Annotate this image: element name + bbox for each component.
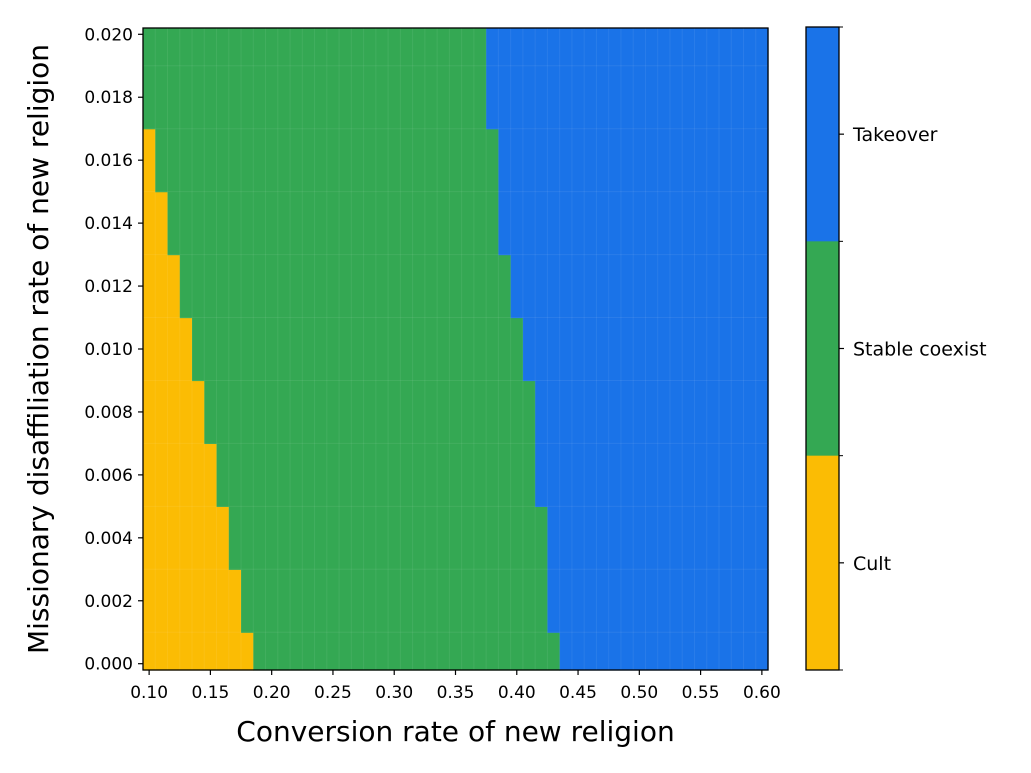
heatmap-cell-cult-row-1 (143, 569, 242, 633)
heatmap-cell-takeover-row-2 (547, 506, 769, 570)
heatmap-cell-takeover-row-1 (547, 569, 769, 633)
y-tick-label-3: 0.006 (84, 466, 133, 486)
heatmap-cell-cult-row-5 (143, 317, 193, 382)
heatmap-cell-cult-row-2 (143, 506, 230, 570)
heatmap-cell-grid (143, 28, 768, 670)
x-tick-label-7: 0.45 (559, 683, 597, 703)
y-tick-label-7: 0.014 (84, 214, 133, 234)
heatmap-cell-cult-row-8 (143, 128, 156, 193)
colorbar-frame (805, 26, 840, 671)
heatmap-cell-takeover-row-6 (510, 254, 769, 319)
heatmap-cell-cult-row-7 (143, 191, 169, 256)
y-axis-label: Missionary disaffiliation rate of new re… (22, 44, 55, 654)
x-tick-label-2: 0.20 (253, 683, 291, 703)
heatmap-cell-takeover-row-5 (522, 317, 769, 382)
heatmap-cell-stable-coexist-row-2 (228, 506, 549, 570)
heatmap-cell-cult-row-3 (143, 443, 218, 507)
colorbar: Takeover Stable coexist Cult (805, 26, 987, 671)
heatmap-cell-stable-coexist-row-8 (155, 128, 499, 193)
heatmap-cell-stable-coexist-row-7 (167, 191, 499, 256)
heatmap-cell-stable-coexist-row-3 (216, 443, 536, 507)
y-tick-label-2: 0.004 (84, 529, 133, 549)
x-tick-label-8: 0.50 (620, 683, 658, 703)
heatmap-cell-stable-coexist-row-9 (143, 65, 487, 130)
x-axis-ticks: 0.10 0.15 0.20 0.25 0.30 0.35 0.40 0.45 0.50 0.55… (130, 670, 781, 703)
heatmap-cell-stable-coexist-row-1 (241, 569, 549, 633)
colorbar-label-takeover: Takeover (852, 124, 938, 146)
y-tick-label-8: 0.016 (84, 151, 133, 171)
heatmap-cell-takeover-row-7 (498, 191, 769, 256)
heatmap-cell-takeover-row-3 (535, 443, 769, 507)
heatmap-cell-takeover-row-9 (486, 65, 769, 130)
heatmap-cell-takeover-row-8 (498, 128, 769, 193)
y-tick-label-0: 0.000 (84, 655, 133, 675)
x-tick-label-4: 0.30 (375, 683, 413, 703)
heatmap-cell-stable-coexist-row-6 (179, 254, 512, 319)
heatmap-cell-stable-coexist-row-5 (192, 317, 524, 382)
heatmap-cell-cult-row-0 (143, 632, 254, 671)
y-axis-ticks: 0.000 0.002 0.004 0.006 0.008 0.010 0.012 0.014… (84, 25, 143, 675)
x-tick-label-0: 0.10 (130, 683, 168, 703)
x-tick-label-3: 0.25 (314, 683, 352, 703)
y-tick-label-10: 0.020 (84, 25, 133, 45)
y-tick-label-4: 0.008 (84, 403, 133, 423)
heatmap-cell-takeover-row-4 (535, 380, 769, 445)
y-tick-label-5: 0.010 (84, 340, 133, 360)
heatmap-cell-stable-coexist-row-10 (143, 28, 487, 67)
y-tick-label-9: 0.018 (84, 88, 133, 108)
heatmap-cell-takeover-row-10 (486, 28, 769, 67)
colorbar-label-stable-coexist: Stable coexist (853, 339, 987, 361)
heatmap-cell-cult-row-4 (143, 380, 205, 445)
colorbar-swatch-takeover (806, 27, 839, 242)
x-tick-label-5: 0.35 (437, 683, 475, 703)
x-tick-label-1: 0.15 (191, 683, 229, 703)
heatmap-cell-stable-coexist-row-4 (204, 380, 536, 445)
x-tick-label-10: 0.60 (743, 683, 781, 703)
x-axis-label: Conversion rate of new religion (236, 715, 674, 748)
heatmap-cells (143, 28, 769, 671)
colorbar-label-cult: Cult (853, 553, 891, 575)
y-tick-label-6: 0.012 (84, 277, 133, 297)
y-tick-label-1: 0.002 (84, 592, 133, 612)
heatmap-cell-cult-row-6 (143, 254, 181, 319)
heatmap-cell-takeover-row-0 (559, 632, 769, 671)
colorbar-swatch-stable-coexist (806, 241, 839, 457)
x-tick-label-9: 0.55 (682, 683, 720, 703)
heatmap-cell-stable-coexist-row-0 (253, 632, 561, 671)
colorbar-swatch-cult (806, 455, 839, 671)
x-tick-label-6: 0.40 (498, 683, 536, 703)
